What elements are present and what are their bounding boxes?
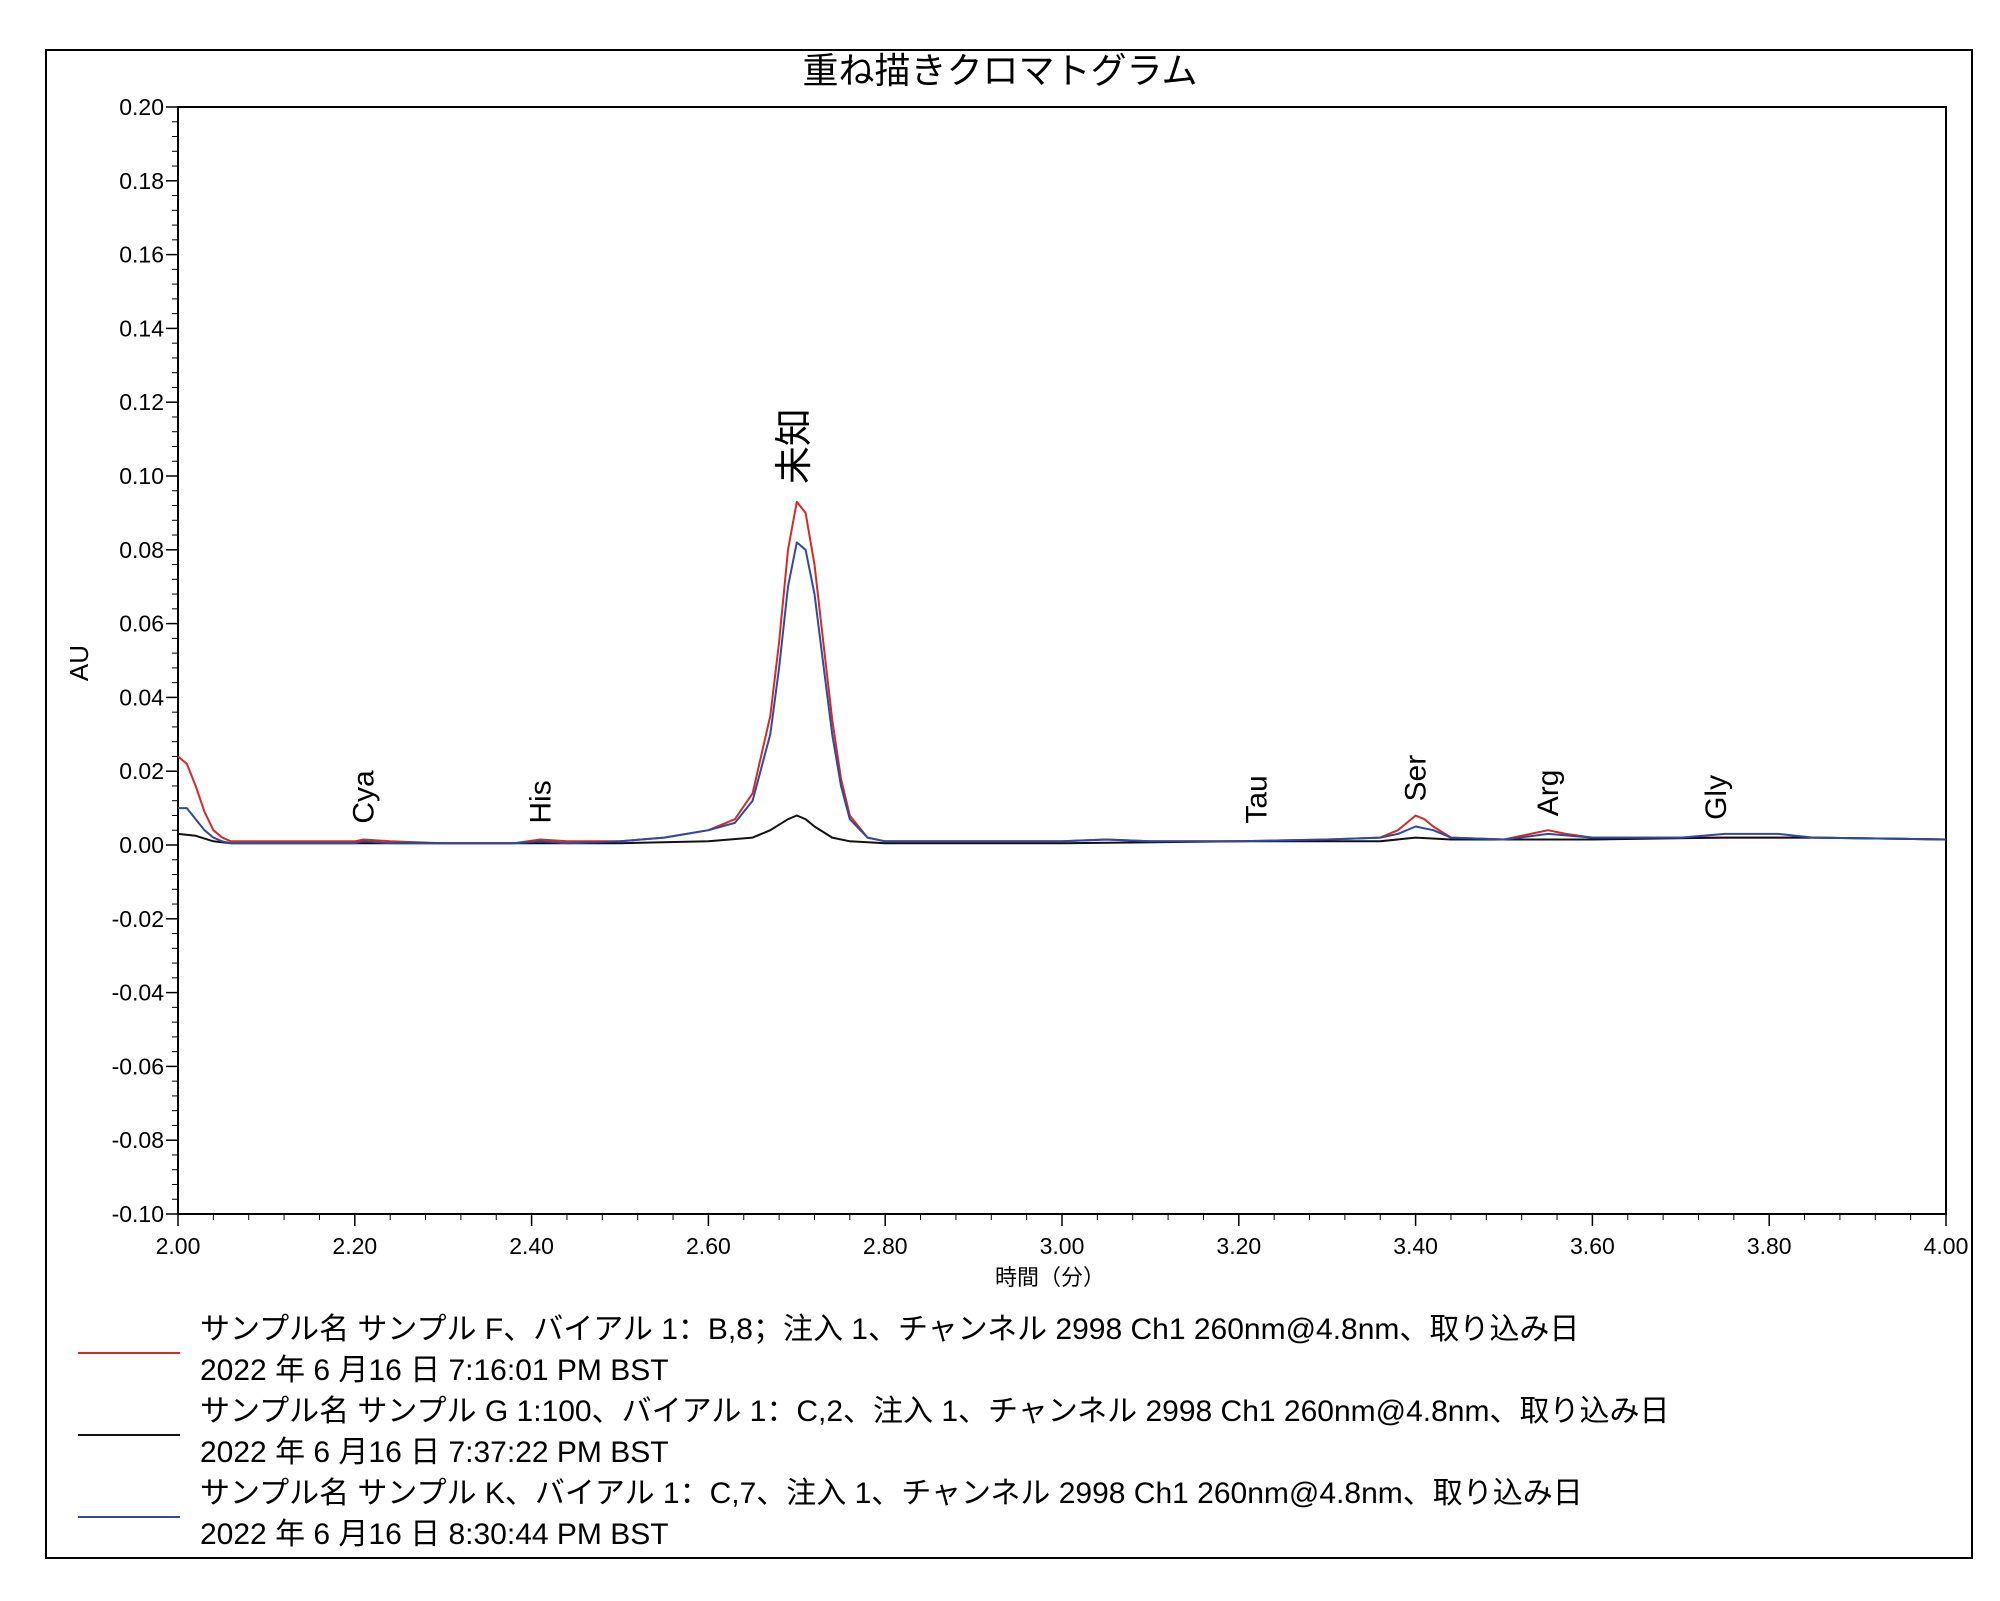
legend-entry-series-3-line1: サンプル名 サンプル K、バイアル 1：C,7、注入 1、チャンネル 2998 …: [200, 1477, 1583, 1510]
series-line-1: [177, 500, 1947, 845]
legend-entry-series-2-line2: 2022 年 6 月16 日 7:37:22 PM BST: [200, 1436, 669, 1469]
y-tick-label: 0.16: [119, 242, 164, 268]
y-tick-label: -0.06: [112, 1053, 164, 1079]
y-tick-label: 0.02: [119, 758, 164, 784]
y-axis-label: AU: [64, 645, 94, 681]
y-tick-label: 0.10: [119, 463, 164, 489]
y-tick-label: 0.14: [119, 315, 164, 341]
legend-entry-series-3-line2: 2022 年 6 月16 日 8:30:44 PM BST: [200, 1518, 669, 1551]
peak-label: Gly: [1700, 775, 1733, 820]
x-tick-label: 2.00: [156, 1233, 201, 1259]
x-tick-label: 4.00: [1924, 1233, 1969, 1259]
x-tick-label: 3.80: [1747, 1233, 1792, 1259]
y-tick-label: 0.08: [119, 537, 164, 563]
peak-label: Cya: [348, 770, 381, 824]
x-tick-label: 3.60: [1570, 1233, 1615, 1259]
x-tick-label: 2.20: [332, 1233, 377, 1259]
y-tick-label: -0.04: [112, 980, 165, 1006]
legend-entry-series-1-line1: サンプル名 サンプル F、バイアル 1：B,8；注入 1、チャンネル 2998 …: [200, 1313, 1580, 1346]
legend-swatch-series-1: [78, 1352, 180, 1354]
y-tick-label: -0.02: [112, 906, 164, 932]
series-line-2: [177, 814, 1947, 845]
x-tick-label: 3.20: [1216, 1233, 1261, 1259]
legend-entry-series-1-line2: 2022 年 6 月16 日 7:16:01 PM BST: [200, 1354, 669, 1387]
y-tick-label: 0.06: [119, 611, 164, 637]
peak-label: Ser: [1400, 755, 1433, 802]
y-tick-label: 0.18: [119, 168, 164, 194]
x-axis-label: 時間（分）: [995, 1265, 1105, 1290]
peak-label: 未知: [774, 408, 816, 484]
plot-area-border: [177, 106, 1947, 1215]
series-layer: [177, 500, 1947, 845]
chart-title: 重ね描きクロマトグラム: [803, 50, 1198, 91]
y-tick-label: 0.12: [119, 389, 164, 415]
y-tick-label: 0.04: [119, 684, 164, 710]
chart-frame: [45, 49, 1973, 1559]
x-tick-label: 2.80: [863, 1233, 908, 1259]
series-line-3: [178, 541, 1947, 845]
peak-labels: Cya His 未知 Tau Ser Arg Gly: [348, 408, 1734, 823]
peak-label: His: [524, 780, 557, 823]
legend-entry-series-2-line1: サンプル名 サンプル G 1:100、バイアル 1：C,2、注入 1、チャンネル…: [200, 1395, 1670, 1428]
y-tick-label: 0.00: [119, 832, 164, 858]
peak-label: Tau: [1240, 775, 1273, 823]
y-tick-label: -0.08: [112, 1127, 164, 1153]
x-tick-label: 3.00: [1040, 1233, 1085, 1259]
legend-swatch-series-2: [78, 1434, 180, 1436]
x-tick-label: 3.40: [1393, 1233, 1438, 1259]
x-tick-label: 2.40: [509, 1233, 554, 1259]
legend-swatch-series-3: [78, 1516, 180, 1518]
axes: 0.20 0.18 0.16 0.14 0.12 0.10 0.08 0.06 0.04 0.02…: [112, 94, 1969, 1259]
x-tick-label: 2.60: [686, 1233, 731, 1259]
peak-label: Arg: [1532, 770, 1565, 817]
y-tick-label: 0.20: [119, 94, 164, 120]
y-tick-label: -0.10: [112, 1201, 164, 1227]
